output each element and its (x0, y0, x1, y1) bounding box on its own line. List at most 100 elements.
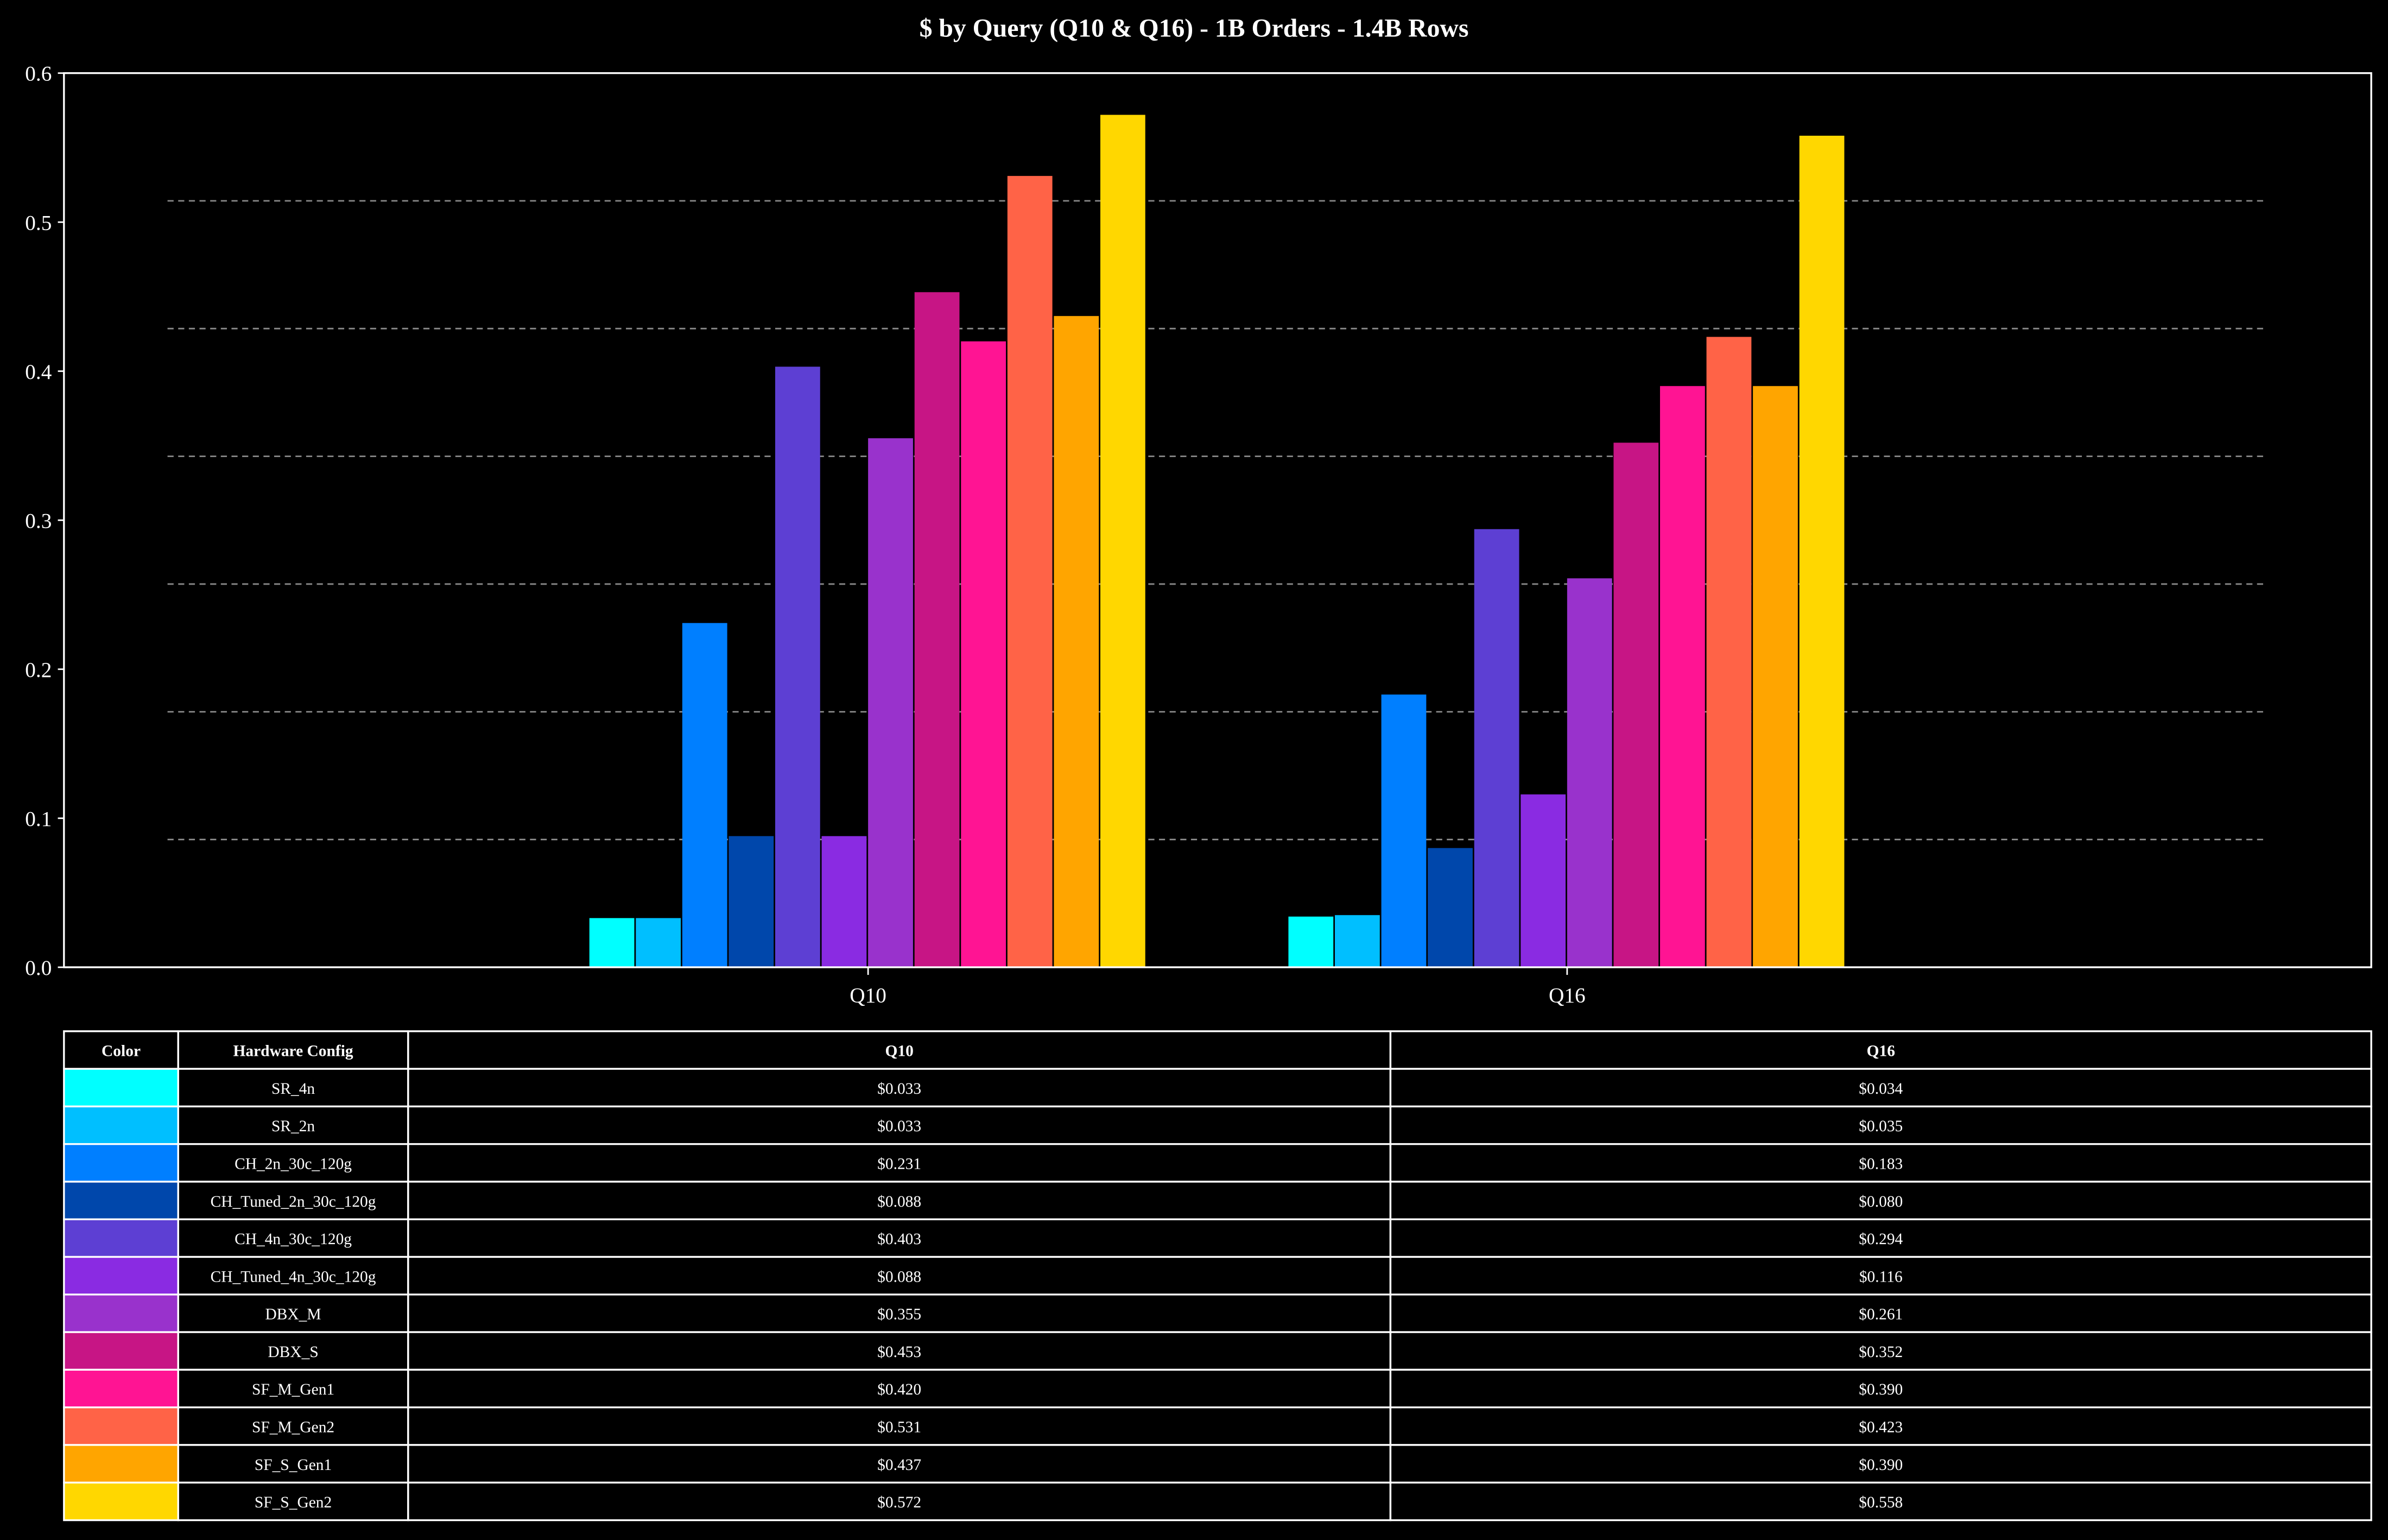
table-header-label: Hardware Config (233, 1043, 353, 1060)
table-cell-text: $0.453 (877, 1343, 921, 1361)
table-cell-text: $0.355 (877, 1306, 921, 1323)
y-tick-label: 0.6 (25, 62, 52, 86)
table-cell (407, 1218, 1392, 1258)
bar-CH_Tuned_4n_30c_120g-Q16 (1521, 794, 1566, 967)
table-header-label: Q16 (1867, 1043, 1895, 1060)
table-cell (177, 1181, 409, 1220)
table-cell (1389, 1444, 2372, 1484)
plot-frame (63, 72, 2372, 968)
color-swatch (63, 1218, 179, 1258)
y-tick-label: 0.5 (25, 211, 52, 235)
table-cell (177, 1143, 409, 1183)
table-header-label: Q10 (885, 1043, 913, 1060)
bar-DBX_S-Q16 (1613, 442, 1659, 967)
color-swatch (63, 1331, 179, 1371)
y-tick-label: 0.2 (25, 658, 52, 682)
bar-SR_4n-Q10 (589, 918, 635, 967)
bar-DBX_S-Q10 (914, 292, 960, 967)
bar-SR_4n-Q16 (1288, 916, 1334, 967)
y-tick-label: 0.0 (25, 956, 52, 980)
bar-CH_4n_30c_120g-Q10 (775, 366, 820, 967)
bar-CH_Tuned_4n_30c_120g-Q10 (821, 836, 867, 967)
table-cell-text: $0.572 (877, 1494, 921, 1511)
table-cell (407, 1105, 1392, 1145)
color-swatch (63, 1481, 179, 1522)
table-cell (1389, 1218, 2372, 1258)
table-cell (1389, 1294, 2372, 1333)
table-cell (1389, 1181, 2372, 1220)
x-tick-label: Q10 (850, 984, 886, 1007)
bar-CH_Tuned_2n_30c_120g-Q16 (1428, 848, 1473, 967)
table-cell (177, 1256, 409, 1296)
table-cell-text: $0.033 (877, 1118, 921, 1135)
table-cell-text: $0.403 (877, 1231, 921, 1248)
bar-SF_S_Gen2-Q10 (1100, 115, 1145, 967)
color-swatch (63, 1143, 179, 1183)
table-cell-text: SF_M_Gen1 (252, 1381, 334, 1398)
bar-CH_2n_30c_120g-Q16 (1381, 694, 1427, 967)
table-cell (407, 1406, 1392, 1446)
bar-SF_M_Gen1-Q10 (961, 341, 1006, 967)
bar-DBX_M-Q16 (1567, 578, 1612, 967)
table-cell-text: DBX_S (268, 1343, 318, 1361)
table-cell-text: $0.420 (877, 1381, 921, 1398)
color-swatch (63, 1181, 179, 1220)
table-cell-text: $0.088 (877, 1268, 921, 1285)
table-cell-text: CH_2n_30c_120g (235, 1155, 352, 1173)
table-cell-text: SF_M_Gen2 (252, 1419, 334, 1436)
table-cell-text: $0.352 (1859, 1343, 1903, 1361)
table-cell (1389, 1331, 2372, 1371)
table-cell (407, 1481, 1392, 1522)
color-swatch (63, 1256, 179, 1296)
color-swatch (63, 1294, 179, 1333)
color-swatch (63, 1444, 179, 1484)
table-cell-text: DBX_M (265, 1306, 321, 1323)
table-cell-text: $0.088 (877, 1193, 921, 1211)
bar-SF_M_Gen1-Q16 (1659, 386, 1705, 967)
table-header-label: Color (102, 1043, 141, 1060)
table-cell (407, 1181, 1392, 1220)
table-cell (177, 1218, 409, 1258)
x-tick-label: Q16 (1549, 984, 1586, 1007)
table-cell-text: CH_Tuned_2n_30c_120g (211, 1193, 376, 1211)
table-cell-text: $0.033 (877, 1080, 921, 1098)
bar-SF_M_Gen2-Q10 (1007, 176, 1053, 967)
bar-CH_Tuned_2n_30c_120g-Q10 (729, 836, 774, 967)
table-cell (177, 1068, 409, 1108)
bar-SF_M_Gen2-Q16 (1706, 337, 1752, 967)
table-cell (1389, 1143, 2372, 1183)
table-cell-text: $0.531 (877, 1419, 921, 1436)
table-cell-text: CH_Tuned_4n_30c_120g (211, 1268, 376, 1285)
bar-DBX_M-Q10 (868, 438, 913, 967)
bar-SF_S_Gen2-Q16 (1799, 135, 1845, 967)
table-cell-text: $0.294 (1859, 1231, 1903, 1248)
y-tick-label: 0.1 (25, 807, 52, 831)
table-cell-text: SF_S_Gen2 (255, 1494, 332, 1511)
table-cell (407, 1294, 1392, 1333)
y-tick-label: 0.3 (25, 509, 52, 533)
table-cell-text: $0.231 (877, 1155, 921, 1173)
bar-SF_S_Gen1-Q10 (1054, 316, 1099, 967)
bar-CH_4n_30c_120g-Q16 (1474, 529, 1519, 967)
table-cell-text: $0.558 (1859, 1494, 1903, 1511)
color-swatch (63, 1368, 179, 1409)
table-cell-text: CH_4n_30c_120g (235, 1231, 352, 1248)
bar-CH_2n_30c_120g-Q10 (682, 623, 727, 967)
table-cell (1389, 1068, 2372, 1108)
table-cell (1389, 1481, 2372, 1522)
table-cell-text: $0.390 (1859, 1456, 1903, 1474)
bar-SR_2n-Q16 (1335, 915, 1380, 967)
table-cell (177, 1331, 409, 1371)
table-cell-text: SF_S_Gen1 (255, 1456, 332, 1474)
table-cell (1389, 1406, 2372, 1446)
table-cell-text: $0.034 (1859, 1080, 1903, 1098)
table-cell-text: SR_4n (271, 1080, 315, 1098)
table-cell-text: $0.183 (1859, 1155, 1903, 1173)
color-swatch (63, 1105, 179, 1145)
table-cell-text: $0.116 (1859, 1268, 1903, 1285)
table-cell-text: SR_2n (271, 1118, 315, 1135)
table-cell (177, 1481, 409, 1522)
y-tick-label: 0.4 (25, 360, 52, 384)
chart-title: $ by Query (Q10 & Q16) - 1B Orders - 1.4… (920, 14, 1469, 42)
